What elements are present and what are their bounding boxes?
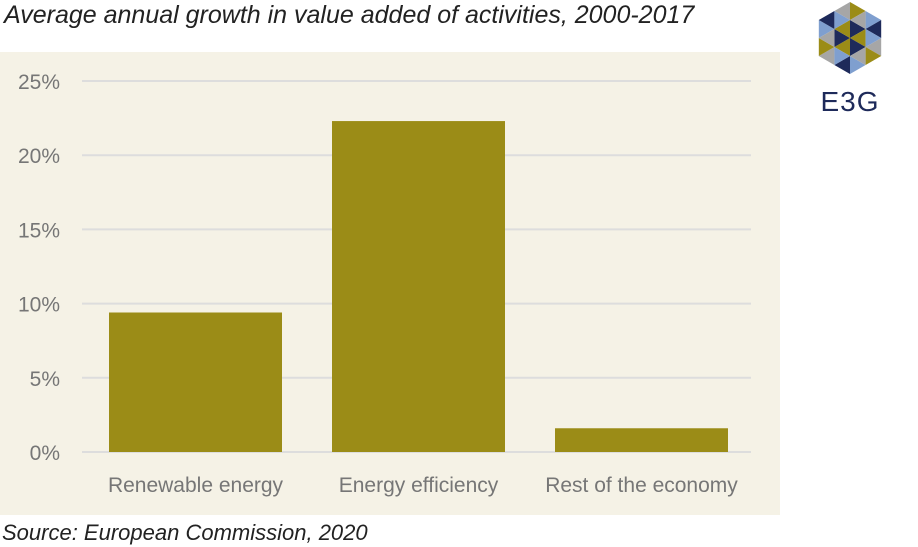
y-tick-label: 0% <box>30 442 60 465</box>
logo-triangle <box>850 47 866 65</box>
logo-triangle <box>850 11 866 29</box>
logo-triangle <box>834 29 850 47</box>
x-axis-categories: Renewable energy Energy efficiency Rest of… <box>108 474 738 497</box>
logo-triangle <box>818 11 835 29</box>
chart-title: Average annual growth in value added of … <box>4 1 695 29</box>
y-tick-label: 5% <box>30 368 60 391</box>
logo-triangle <box>850 29 866 47</box>
x-category-label: Rest of the economy <box>545 474 738 497</box>
y-tick-label: 15% <box>18 219 60 242</box>
bar-energy-efficiency <box>332 121 505 453</box>
logo-triangle <box>834 20 850 38</box>
bar-renewable-energy <box>109 312 282 452</box>
logo-triangle <box>850 20 866 38</box>
logo-triangle <box>865 11 882 29</box>
logo-triangle <box>818 38 835 56</box>
logo-triangle <box>850 38 866 56</box>
logo-triangle <box>865 47 882 65</box>
x-category-label: Energy efficiency <box>339 474 499 497</box>
logo-triangle <box>865 29 882 47</box>
logo-triangle <box>865 38 882 56</box>
source-note: Source: European Commission, 2020 <box>2 520 368 545</box>
bars <box>109 121 728 453</box>
logo-triangle <box>818 20 835 38</box>
logo-triangle <box>834 56 850 74</box>
logo-triangle <box>834 2 850 20</box>
logo-triangle <box>818 29 835 47</box>
logo-triangle <box>850 2 866 20</box>
e3g-logo-icon <box>818 2 882 74</box>
logo-text: E3G <box>820 86 880 117</box>
y-tick-label: 25% <box>18 71 60 94</box>
logo-triangle <box>818 47 835 65</box>
y-axis-ticks: 0% 5% 10% 15% 20% 25% <box>18 71 60 465</box>
logo-triangle <box>834 38 850 56</box>
y-tick-label: 20% <box>18 145 60 168</box>
x-category-label: Renewable energy <box>108 474 284 497</box>
y-tick-label: 10% <box>18 294 60 317</box>
logo-triangle <box>850 56 866 74</box>
logo-triangle <box>834 11 850 29</box>
logo-triangle <box>865 20 882 38</box>
logo-triangle <box>834 47 850 65</box>
bar-rest-of-the-economy <box>555 428 728 452</box>
